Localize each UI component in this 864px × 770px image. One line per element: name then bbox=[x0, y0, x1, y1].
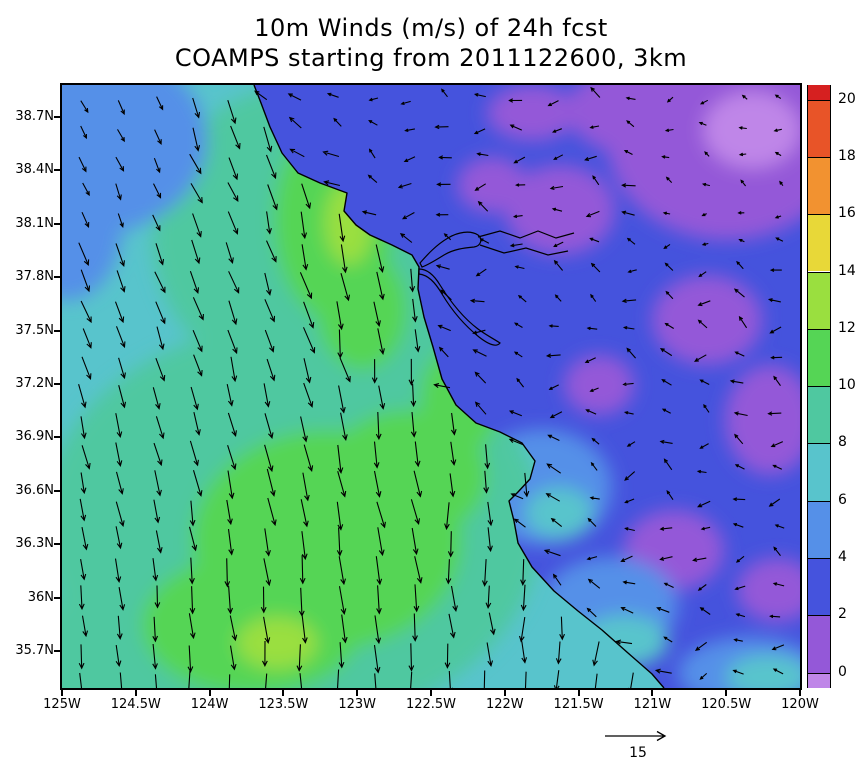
reference-vector: 15 bbox=[602, 728, 674, 761]
colorbar-segment bbox=[808, 615, 830, 673]
x-tick-mark bbox=[799, 690, 801, 696]
y-tick-label: 38.7N bbox=[15, 109, 54, 124]
x-tick-label: 120.5W bbox=[701, 697, 752, 712]
colorbar-tick-label: 8 bbox=[838, 434, 847, 451]
y-tick-mark bbox=[54, 116, 61, 118]
x-tick-mark bbox=[61, 690, 63, 696]
y-tick-mark bbox=[54, 596, 61, 599]
x-tick-label: 120W bbox=[781, 697, 819, 712]
x-tick-mark bbox=[134, 690, 137, 696]
y-tick-mark bbox=[54, 222, 61, 225]
colorbar-tick-label: 20 bbox=[838, 90, 856, 107]
x-tick-label: 121W bbox=[633, 697, 672, 712]
colorbar-segment bbox=[808, 214, 830, 272]
colorbar-tick-label: 12 bbox=[838, 319, 856, 336]
colorbar-segment bbox=[808, 672, 830, 688]
x-tick-label: 122W bbox=[485, 697, 524, 712]
reference-arrow-icon bbox=[605, 730, 667, 742]
colorbar-tick-label: 2 bbox=[838, 606, 847, 623]
colorbar-tick-label: 10 bbox=[838, 377, 856, 394]
wind-field-map bbox=[62, 84, 800, 702]
x-tick-mark bbox=[725, 690, 728, 696]
x-tick-mark bbox=[651, 690, 654, 696]
y-tick-mark bbox=[54, 650, 61, 652]
colorbar-tick-label: 16 bbox=[838, 205, 856, 222]
y-tick-label: 36N bbox=[27, 589, 54, 605]
colorbar-segment bbox=[808, 85, 830, 100]
ocean-wind-speed-shading bbox=[62, 85, 542, 688]
x-tick-mark bbox=[356, 690, 359, 696]
y-tick-label: 38.1N bbox=[15, 215, 54, 231]
y-tick-mark bbox=[54, 543, 61, 546]
x-tick-mark bbox=[577, 690, 580, 696]
colorbar-tick-label: 4 bbox=[838, 549, 847, 565]
y-tick-mark bbox=[54, 436, 61, 439]
x-tick-label: 125W bbox=[43, 697, 81, 712]
colorbar-segment bbox=[808, 156, 830, 215]
y-tick-label: 38.4N bbox=[15, 162, 54, 178]
chart-subtitle: COAMPS starting from 2011122600, 3km bbox=[174, 44, 688, 72]
y-tick-label: 35.7N bbox=[15, 643, 54, 658]
chart-title: 10m Winds (m/s) of 24h fcst bbox=[254, 14, 608, 42]
colorbar-segment bbox=[808, 443, 830, 501]
wind-arrows-layer bbox=[78, 86, 785, 702]
y-tick-label: 37.2N bbox=[15, 376, 54, 391]
y-tick-label: 36.3N bbox=[15, 536, 54, 552]
x-tick-label: 121.5W bbox=[553, 697, 604, 712]
colorbar-segment bbox=[808, 271, 830, 329]
x-tick-mark bbox=[503, 690, 506, 696]
x-tick-label: 124.5W bbox=[110, 697, 161, 712]
colorbar-tick-label: 6 bbox=[838, 491, 847, 508]
colorbar-tick-label: 0 bbox=[838, 663, 847, 680]
y-tick-label: 36.6N bbox=[15, 482, 54, 498]
colorbar-tick-label: 14 bbox=[838, 262, 856, 279]
colorbar-segment bbox=[808, 500, 830, 558]
y-tick-label: 37.5N bbox=[15, 322, 54, 338]
y-tick-label: 36.9N bbox=[15, 429, 54, 445]
colorbar-tick-label: 18 bbox=[838, 147, 856, 164]
colorbar-segment bbox=[808, 558, 830, 616]
colorbar-segment bbox=[808, 328, 830, 387]
reference-vector-label: 15 bbox=[629, 745, 647, 761]
y-tick-mark bbox=[54, 489, 61, 492]
x-tick-mark bbox=[208, 690, 211, 696]
y-tick-mark bbox=[54, 169, 61, 172]
map-plot-area bbox=[62, 84, 800, 702]
x-tick-mark bbox=[282, 690, 285, 696]
y-tick-mark bbox=[54, 383, 61, 385]
colorbar-segment bbox=[808, 99, 830, 157]
colorbar bbox=[807, 85, 831, 688]
x-tick-label: 123.5W bbox=[258, 697, 309, 712]
y-tick-mark bbox=[54, 329, 61, 332]
coastline-path bbox=[253, 84, 665, 689]
y-tick-mark bbox=[54, 276, 61, 279]
x-tick-label: 123W bbox=[338, 697, 377, 712]
x-tick-label: 124W bbox=[190, 697, 229, 712]
y-tick-label: 37.8N bbox=[15, 269, 54, 285]
x-tick-label: 122.5W bbox=[405, 697, 457, 712]
colorbar-segment bbox=[808, 386, 830, 444]
x-tick-mark bbox=[430, 690, 432, 696]
